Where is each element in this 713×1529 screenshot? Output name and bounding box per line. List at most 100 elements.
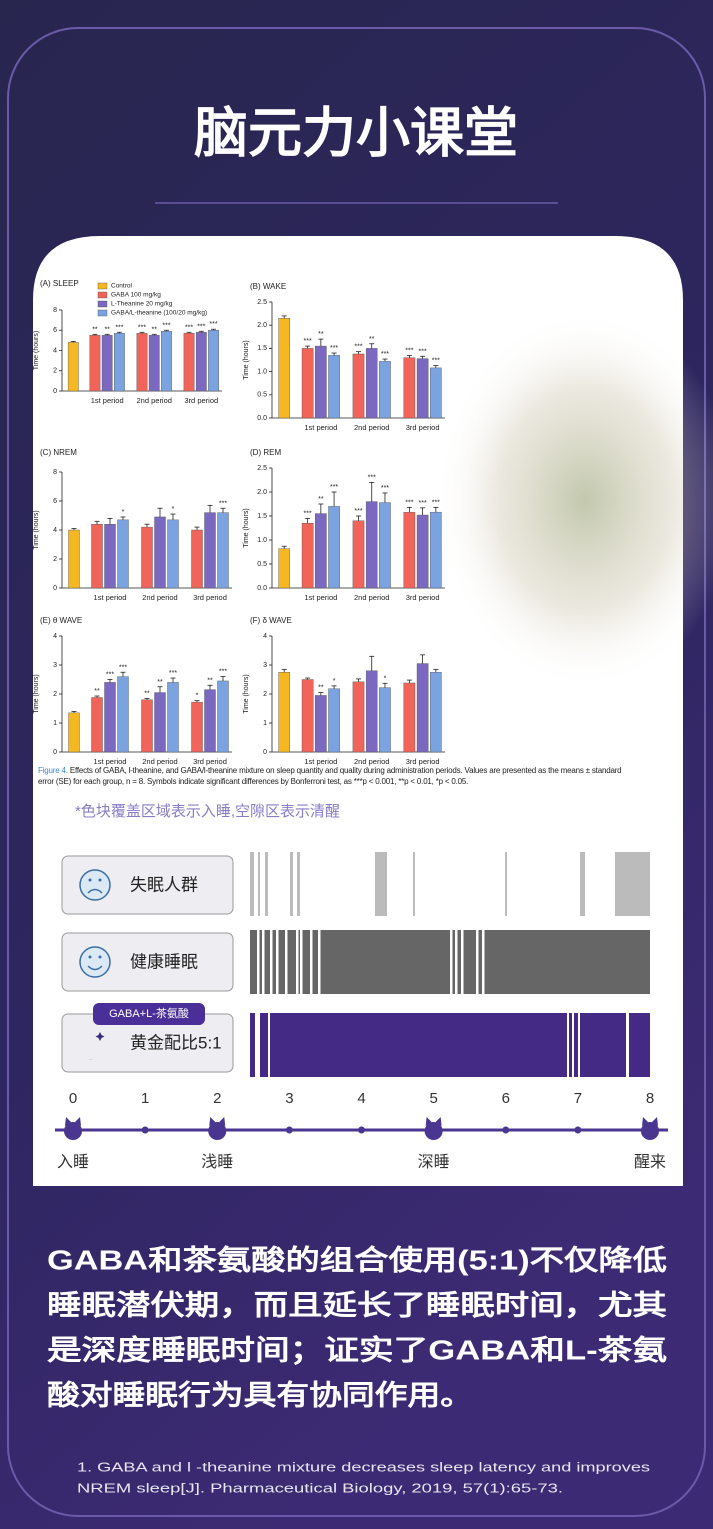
significance: ** [94, 688, 100, 695]
error-bar [170, 677, 176, 683]
sleep-barcodes [250, 852, 650, 1077]
hour-dot [141, 1126, 149, 1134]
significance: ** [144, 690, 150, 697]
significance: *** [304, 510, 312, 517]
wake-gap [461, 930, 464, 994]
y-tick-label: 2.5 [257, 299, 267, 306]
error-bar [382, 358, 388, 362]
significance: *** [119, 664, 127, 671]
x-tick-label: 2nd period [142, 593, 177, 602]
x-tick-label: 3rd period [184, 396, 218, 405]
error-bar [194, 526, 200, 530]
marker-head [641, 1122, 659, 1140]
badge-label: GABA+L-茶氨酸 [109, 1006, 189, 1020]
significance: ** [92, 326, 98, 333]
reference-line: 1. GABA and l -theanine mixture decrease… [77, 1459, 651, 1474]
bar [68, 529, 80, 589]
error-bar [220, 507, 226, 513]
significance: *** [330, 484, 338, 491]
legend-swatch [97, 309, 108, 317]
x-tick-label: 3rd period [406, 423, 440, 432]
group-box [61, 932, 234, 992]
y-tick-label: 1.5 [257, 345, 267, 352]
bar [301, 679, 314, 753]
bar [301, 523, 314, 589]
error-bar [318, 503, 324, 514]
chart-title: (B) WAKE [250, 282, 286, 291]
error-bar [163, 329, 169, 332]
error-bar [369, 655, 375, 671]
bar [379, 361, 391, 419]
y-tick-label: 2 [53, 556, 57, 563]
y-tick-label: 1.5 [257, 513, 267, 520]
wake-stripe [265, 852, 268, 916]
reference-line: NREM sleep[J]. Pharmaceutical Biology, 2… [77, 1480, 563, 1495]
significance: * [196, 693, 199, 700]
significance: ** [152, 326, 158, 333]
chart-title: (C) NREM [40, 448, 77, 457]
error-bar [420, 355, 426, 359]
significance: *** [419, 348, 427, 355]
bar [416, 358, 429, 419]
bar [403, 357, 416, 419]
caption-label: Figure 4. [38, 766, 68, 775]
wake-gap [482, 930, 485, 994]
error-bar [281, 315, 287, 319]
error-bar [305, 345, 311, 349]
bar [403, 511, 416, 589]
bar [141, 526, 153, 589]
error-bar [94, 695, 100, 698]
significance: *** [381, 485, 389, 492]
wake-gap [455, 930, 458, 994]
wake-gap [270, 930, 273, 994]
hour-label: 8 [646, 1090, 654, 1107]
bar [68, 712, 80, 753]
significance: *** [381, 351, 389, 358]
bar [403, 682, 416, 753]
happy-icon [79, 946, 111, 978]
hour-dot [358, 1126, 365, 1134]
y-tick-label: 6 [53, 327, 57, 334]
error-bar [356, 515, 361, 521]
y-tick-label: 4 [53, 527, 57, 534]
error-bar [220, 676, 226, 681]
significance: *** [405, 499, 413, 506]
significance: * [384, 675, 387, 682]
bar [167, 519, 179, 589]
stage-label: 醒来 [634, 1153, 666, 1171]
significance: ** [318, 496, 324, 503]
wake-gap [626, 1013, 629, 1077]
significance: *** [219, 669, 227, 676]
y-tick-label: 0.5 [257, 392, 267, 399]
error-bar [207, 684, 213, 690]
y-tick-label: 2.0 [257, 489, 267, 496]
x-tick-label: 1st period [94, 757, 127, 766]
chart-title: (F) δ WAVE [250, 616, 292, 625]
y-tick-label: 0.0 [257, 585, 267, 592]
error-bar [420, 654, 426, 664]
wake-stripe [413, 852, 415, 916]
stage-marker [641, 1117, 659, 1140]
x-tick-label: 1st period [304, 423, 337, 432]
error-bar [70, 340, 76, 343]
legend-label: GABA/L-theanine (100/20 mg/kg) [111, 310, 207, 317]
error-bar [318, 338, 324, 347]
marker-ears [425, 1117, 442, 1126]
significance: *** [219, 500, 227, 507]
significance: *** [115, 324, 123, 331]
significance: *** [432, 358, 440, 365]
bar [365, 670, 378, 753]
bar [141, 699, 153, 753]
error-bar [107, 518, 113, 525]
error-bar [356, 678, 361, 682]
significance: *** [419, 500, 427, 507]
bar [352, 520, 365, 589]
error-bar [406, 679, 412, 683]
campus-photo [435, 310, 713, 690]
body-line: 酸对睡眠行为具有协同作用。 [47, 1378, 473, 1410]
bar [315, 513, 327, 589]
x-tick-label: 2nd period [137, 396, 172, 405]
y-axis-label: Time (hours) [243, 674, 250, 713]
error-bar [94, 520, 100, 525]
wake-stripe [375, 852, 387, 916]
